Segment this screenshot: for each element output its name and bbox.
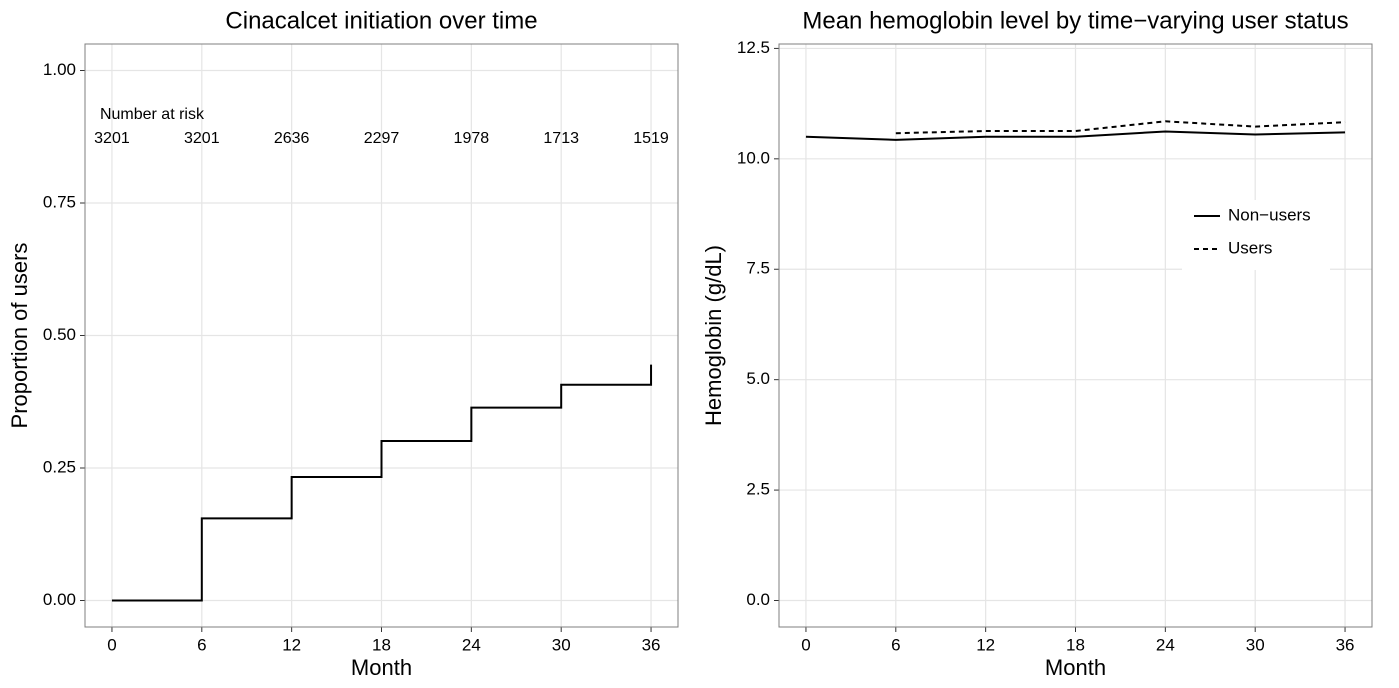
- x-tick-label: 36: [1336, 635, 1355, 654]
- y-tick-label: 0.50: [43, 325, 76, 344]
- legend-label: Users: [1228, 238, 1272, 257]
- panel-border: [84, 43, 679, 628]
- risk-count: 1519: [633, 130, 669, 147]
- risk-count: 1978: [454, 130, 490, 147]
- x-tick-label: 0: [801, 635, 810, 654]
- x-tick-label: 18: [372, 635, 391, 654]
- x-tick-label: 30: [552, 635, 571, 654]
- chart-title: Mean hemoglobin level by time−varying us…: [802, 7, 1348, 34]
- y-tick-label: 0.00: [43, 590, 76, 609]
- y-tick-label: 10.0: [737, 148, 770, 167]
- x-tick-label: 12: [282, 635, 301, 654]
- x-tick-label: 24: [1156, 635, 1175, 654]
- x-tick-label: 24: [462, 635, 481, 654]
- x-axis-label: Month: [1045, 655, 1106, 680]
- risk-table-label: Number at risk: [100, 106, 205, 123]
- x-tick-label: 6: [197, 635, 206, 654]
- risk-count: 3201: [184, 130, 220, 147]
- y-tick-label: 1.00: [43, 60, 76, 79]
- y-tick-label: 12.5: [737, 38, 770, 57]
- risk-count: 2636: [274, 130, 310, 147]
- y-tick-label: 2.5: [746, 480, 770, 499]
- x-axis-label: Month: [351, 655, 412, 680]
- series-line: [805, 130, 1346, 141]
- x-tick-label: 0: [107, 635, 116, 654]
- risk-count: 2297: [364, 130, 400, 147]
- y-tick-label: 0.0: [746, 590, 770, 609]
- y-tick-label: 5.0: [746, 369, 770, 388]
- y-tick-label: 0.25: [43, 457, 76, 476]
- legend-label: Non−users: [1228, 205, 1311, 224]
- x-tick-label: 6: [891, 635, 900, 654]
- legend-box: [1182, 200, 1330, 270]
- risk-count: 3201: [94, 130, 130, 147]
- y-axis-label: Hemoglobin (g/dL): [701, 245, 726, 426]
- chart-title: Cinacalcet initiation over time: [225, 7, 537, 34]
- panel-border: [778, 43, 1373, 628]
- series-line: [895, 120, 1346, 135]
- x-tick-label: 18: [1066, 635, 1085, 654]
- y-axis-label: Proportion of users: [7, 243, 32, 429]
- series-line: [111, 364, 653, 602]
- y-tick-label: 0.75: [43, 192, 76, 211]
- y-tick-label: 7.5: [746, 259, 770, 278]
- x-tick-label: 36: [642, 635, 661, 654]
- x-tick-label: 30: [1246, 635, 1265, 654]
- x-tick-label: 12: [976, 635, 995, 654]
- risk-count: 1713: [543, 130, 579, 147]
